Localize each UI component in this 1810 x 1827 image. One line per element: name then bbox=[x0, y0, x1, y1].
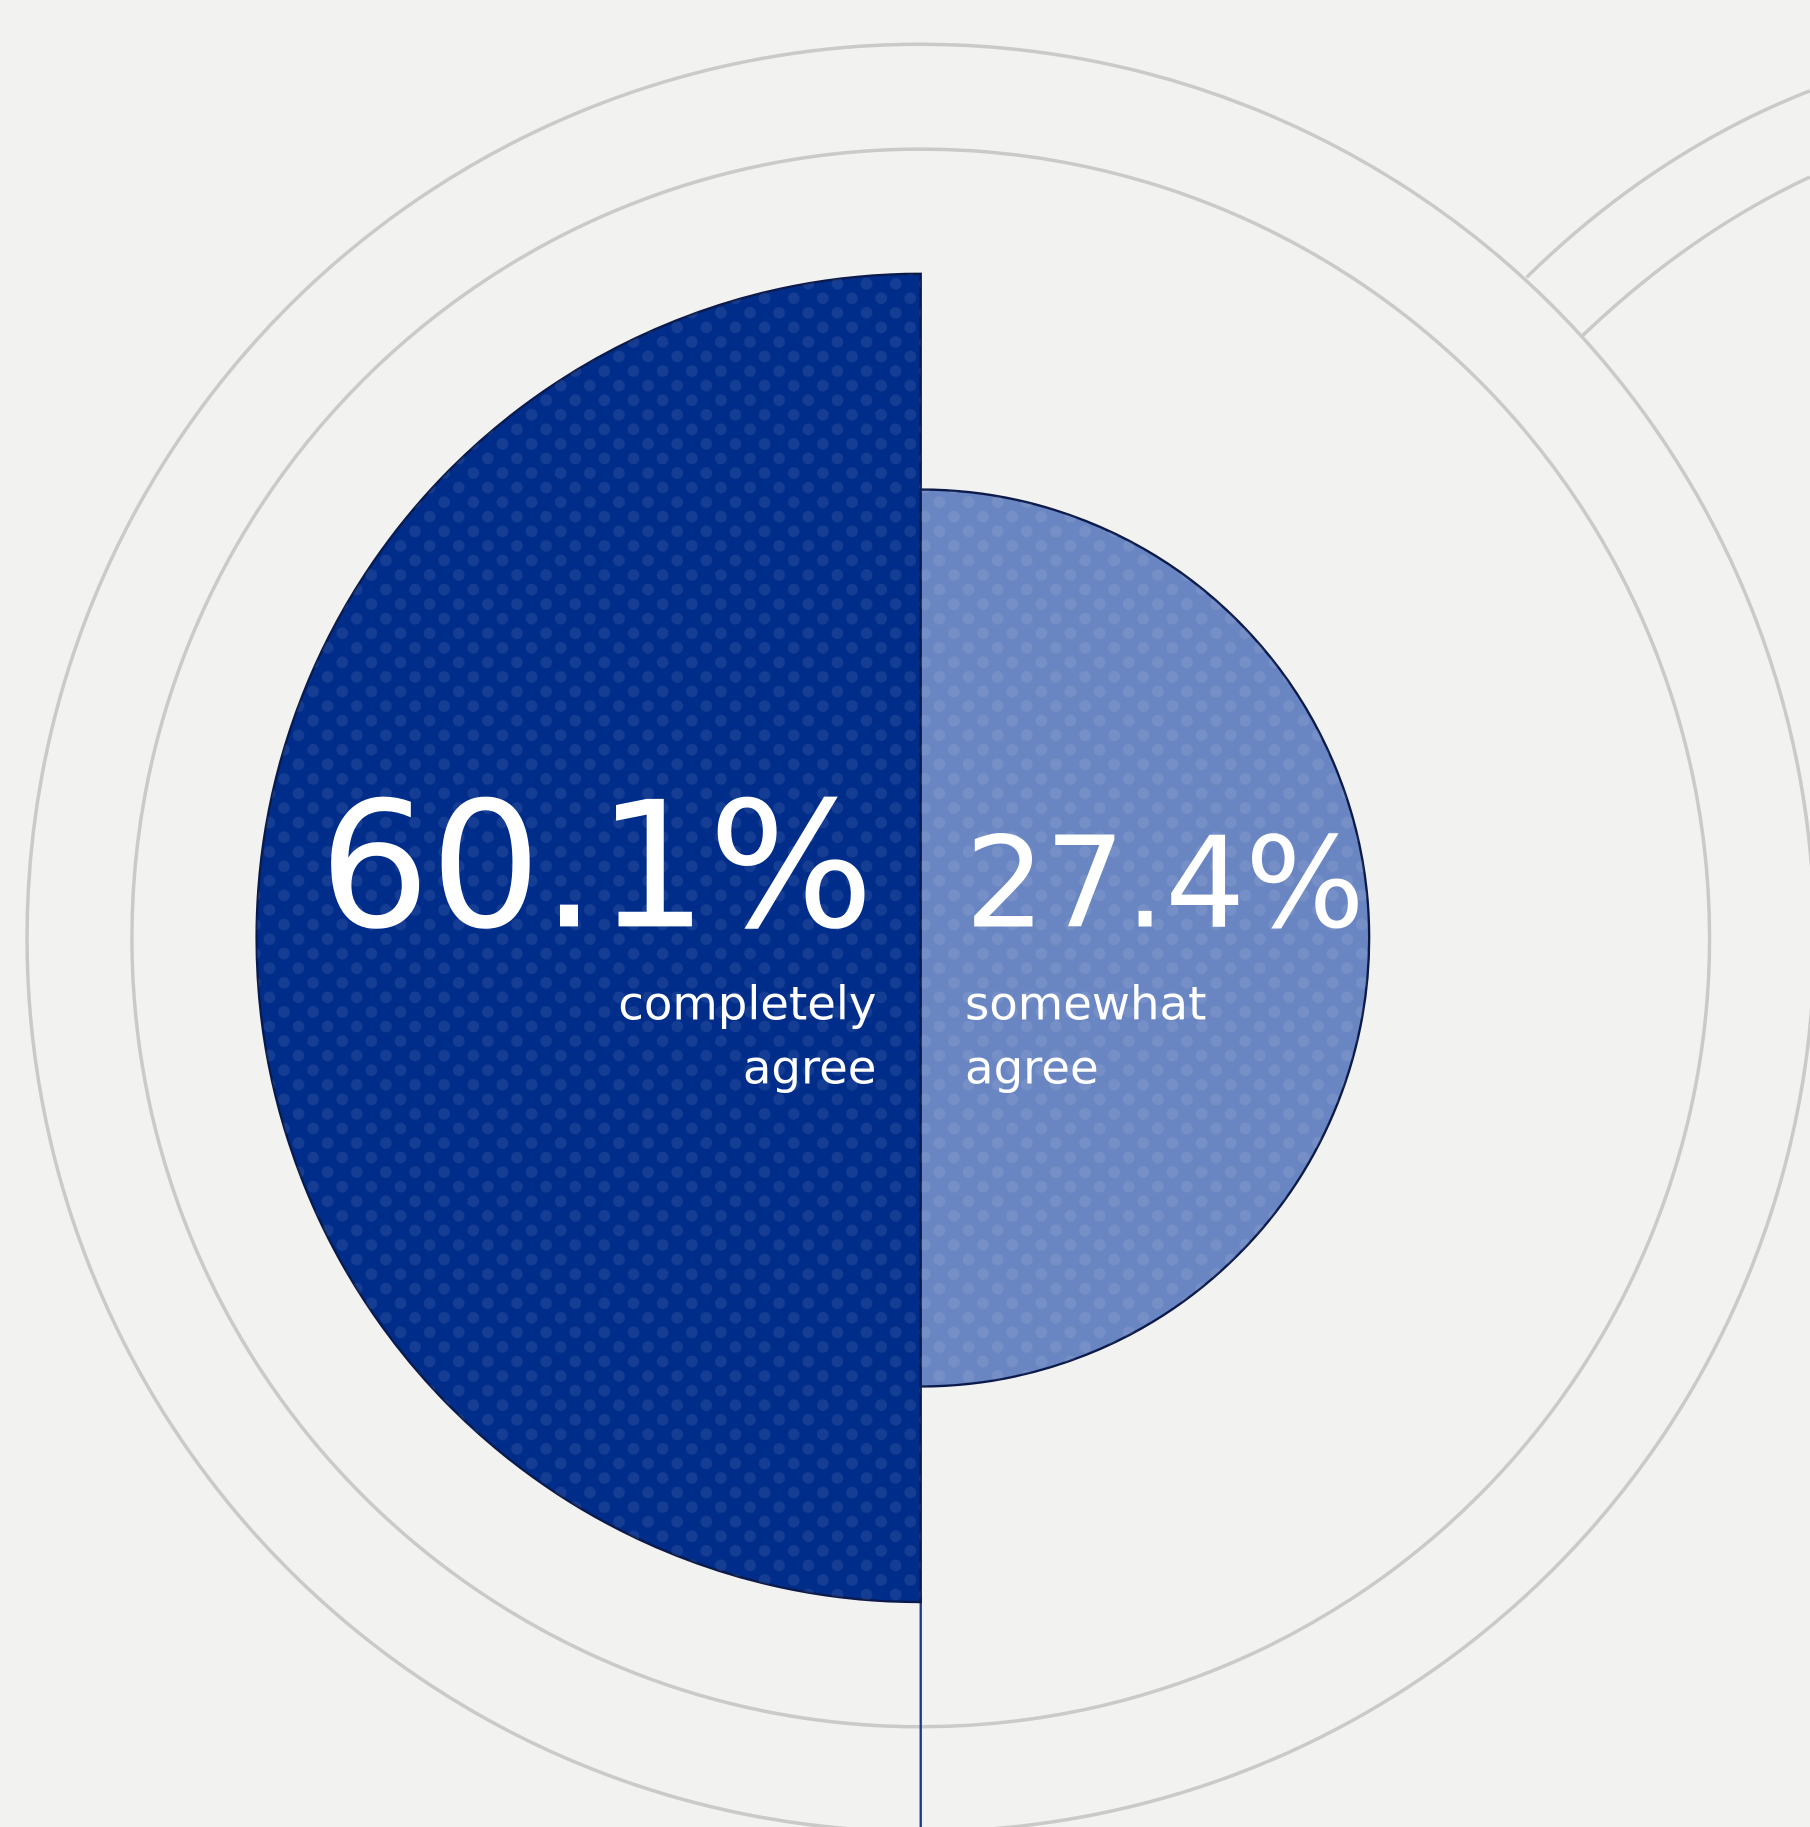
value-label: 60.1% bbox=[319, 765, 874, 968]
dot-texture bbox=[256, 273, 921, 1603]
marks: 60.1%completely agree 27.4% somewhat agree bbox=[255, 272, 1371, 1604]
category-label-box: completely agree bbox=[618, 977, 877, 1096]
category-label: somewhat agree bbox=[965, 977, 1207, 1096]
neighbor-ring bbox=[1581, 175, 1810, 337]
outer-ring bbox=[25, 42, 1810, 1827]
value-label: 27.4% bbox=[965, 809, 1365, 956]
dot-texture bbox=[920, 489, 1370, 1387]
category-label: completely agree bbox=[618, 977, 877, 1096]
neighbor-ring bbox=[1525, 89, 1810, 279]
category-label-box: somewhat agree bbox=[965, 977, 1207, 1096]
